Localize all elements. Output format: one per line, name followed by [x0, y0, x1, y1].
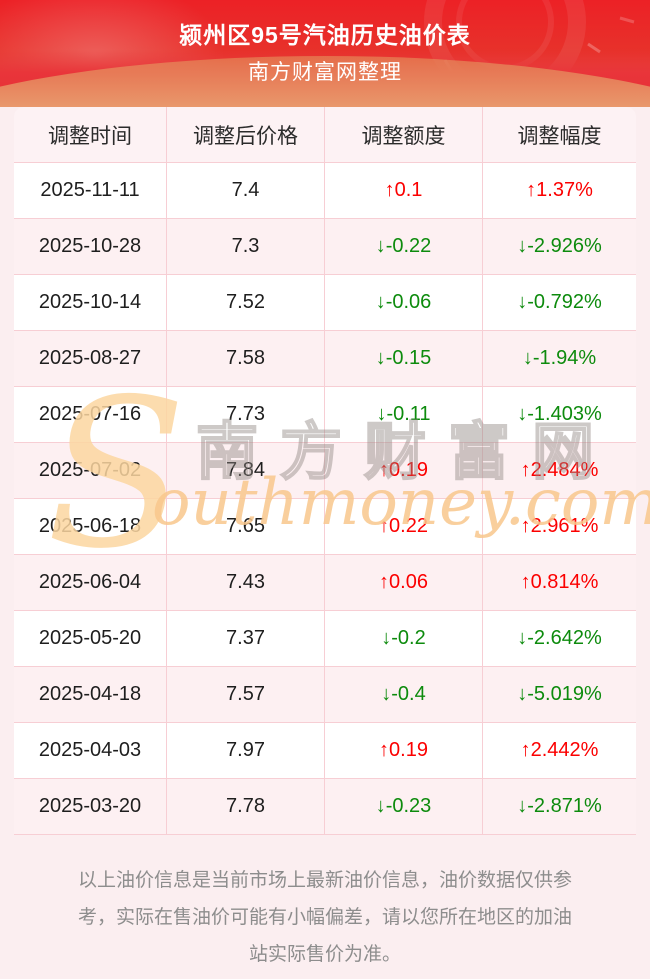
cell-change-percent: ↓-2.926% — [517, 235, 602, 257]
page-header: 颍州区95号汽油历史油价表 南方财富网整理 — [0, 0, 650, 107]
cell-adjusted-price: 7.65 — [167, 499, 325, 554]
page-subtitle: 南方财富网整理 — [248, 61, 402, 84]
cell-change-percent: ↑1.37% — [526, 179, 593, 201]
table-row: 2025-06-18 7.65 ↑0.22 ↑2.961% — [14, 499, 636, 555]
cell-change-amount: ↑0.06 — [325, 555, 483, 610]
cell-change-amount: ↑0.1 — [325, 163, 483, 218]
cell-adjusted-price: 7.84 — [167, 443, 325, 498]
cell-adjust-date: 2025-04-03 — [14, 723, 167, 778]
table-row: 2025-07-16 7.73 ↓-0.11 ↓-1.403% — [14, 387, 636, 443]
table-row: 2025-04-03 7.97 ↑0.19 ↑2.442% — [14, 723, 636, 779]
table-header-row: 调整时间 调整后价格 调整额度 调整幅度 — [14, 107, 636, 163]
cell-change-percent: ↓-5.019% — [517, 683, 602, 705]
price-table: 调整时间 调整后价格 调整额度 调整幅度 2025-11-11 7.4 ↑0.1… — [14, 107, 636, 835]
table-row: 2025-03-20 7.78 ↓-0.23 ↓-2.871% — [14, 779, 636, 835]
cell-adjust-date: 2025-03-20 — [14, 779, 167, 834]
cell-change-percent: ↓-2.642% — [517, 627, 602, 649]
cell-adjust-date: 2025-10-28 — [14, 219, 167, 274]
column-header-range: 调整幅度 — [517, 124, 602, 148]
cell-change-amount: ↑0.19 — [325, 723, 483, 778]
disclaimer-text: 以上油价信息是当前市场上最新油价信息，油价数据仅供参考，实际在售油价可能有小幅偏… — [77, 870, 572, 965]
cell-change-percent: ↑2.442% — [520, 739, 599, 761]
cell-change-percent: ↓-1.94% — [522, 347, 597, 369]
cell-change-amount: ↓-0.11 — [325, 387, 483, 442]
cell-change-percent: ↑2.484% — [520, 459, 599, 481]
cell-adjusted-price: 7.58 — [167, 331, 325, 386]
cell-change-amount: ↓-0.2 — [325, 611, 483, 666]
cell-adjusted-price: 7.57 — [167, 667, 325, 722]
cell-adjust-date: 2025-08-27 — [14, 331, 167, 386]
cell-change-amount: ↓-0.06 — [325, 275, 483, 330]
table-row: 2025-10-28 7.3 ↓-0.22 ↓-2.926% — [14, 219, 636, 275]
header-background-art — [0, 0, 650, 107]
cell-change-percent: ↓-0.792% — [517, 291, 602, 313]
table-body: 2025-11-11 7.4 ↑0.1 ↑1.37% 2025-10-28 7.… — [14, 163, 636, 835]
cell-adjust-date: 2025-04-18 — [14, 667, 167, 722]
table-row: 2025-11-11 7.4 ↑0.1 ↑1.37% — [14, 163, 636, 219]
table-row: 2025-10-14 7.52 ↓-0.06 ↓-0.792% — [14, 275, 636, 331]
cell-adjusted-price: 7.97 — [167, 723, 325, 778]
cell-adjust-date: 2025-10-14 — [14, 275, 167, 330]
cell-adjust-date: 2025-06-04 — [14, 555, 167, 610]
cell-change-percent: ↓-1.403% — [517, 403, 602, 425]
table-row: 2025-06-04 7.43 ↑0.06 ↑0.814% — [14, 555, 636, 611]
cell-adjusted-price: 7.52 — [167, 275, 325, 330]
cell-adjust-date: 2025-11-11 — [14, 163, 167, 218]
column-header-time: 调整时间 — [14, 107, 167, 162]
cell-adjust-date: 2025-07-16 — [14, 387, 167, 442]
cell-change-percent: ↓-2.871% — [517, 795, 602, 817]
column-header-price: 调整后价格 — [167, 107, 325, 162]
cell-change-percent: ↑0.814% — [520, 571, 599, 593]
cell-change-percent: ↑2.961% — [520, 515, 599, 537]
page-title: 颍州区95号汽油历史油价表 — [179, 22, 471, 48]
cell-adjust-date: 2025-07-02 — [14, 443, 167, 498]
cell-change-amount: ↓-0.4 — [325, 667, 483, 722]
cell-adjust-date: 2025-05-20 — [14, 611, 167, 666]
cell-adjusted-price: 7.73 — [167, 387, 325, 442]
cell-adjusted-price: 7.43 — [167, 555, 325, 610]
cell-adjust-date: 2025-06-18 — [14, 499, 167, 554]
cell-change-amount: ↓-0.23 — [325, 779, 483, 834]
cell-adjusted-price: 7.37 — [167, 611, 325, 666]
table-row: 2025-07-02 7.84 ↑0.19 ↑2.484% — [14, 443, 636, 499]
cell-change-amount: ↑0.19 — [325, 443, 483, 498]
cell-adjusted-price: 7.3 — [167, 219, 325, 274]
footer: 以上油价信息是当前市场上最新油价信息，油价数据仅供参考，实际在售油价可能有小幅偏… — [0, 862, 650, 973]
cell-change-amount: ↑0.22 — [325, 499, 483, 554]
cell-change-amount: ↓-0.22 — [325, 219, 483, 274]
cell-adjusted-price: 7.4 — [167, 163, 325, 218]
column-header-change: 调整额度 — [325, 107, 483, 162]
cell-adjusted-price: 7.78 — [167, 779, 325, 834]
table-row: 2025-05-20 7.37 ↓-0.2 ↓-2.642% — [14, 611, 636, 667]
table-row: 2025-04-18 7.57 ↓-0.4 ↓-5.019% — [14, 667, 636, 723]
cell-change-amount: ↓-0.15 — [325, 331, 483, 386]
table-row: 2025-08-27 7.58 ↓-0.15 ↓-1.94% — [14, 331, 636, 387]
